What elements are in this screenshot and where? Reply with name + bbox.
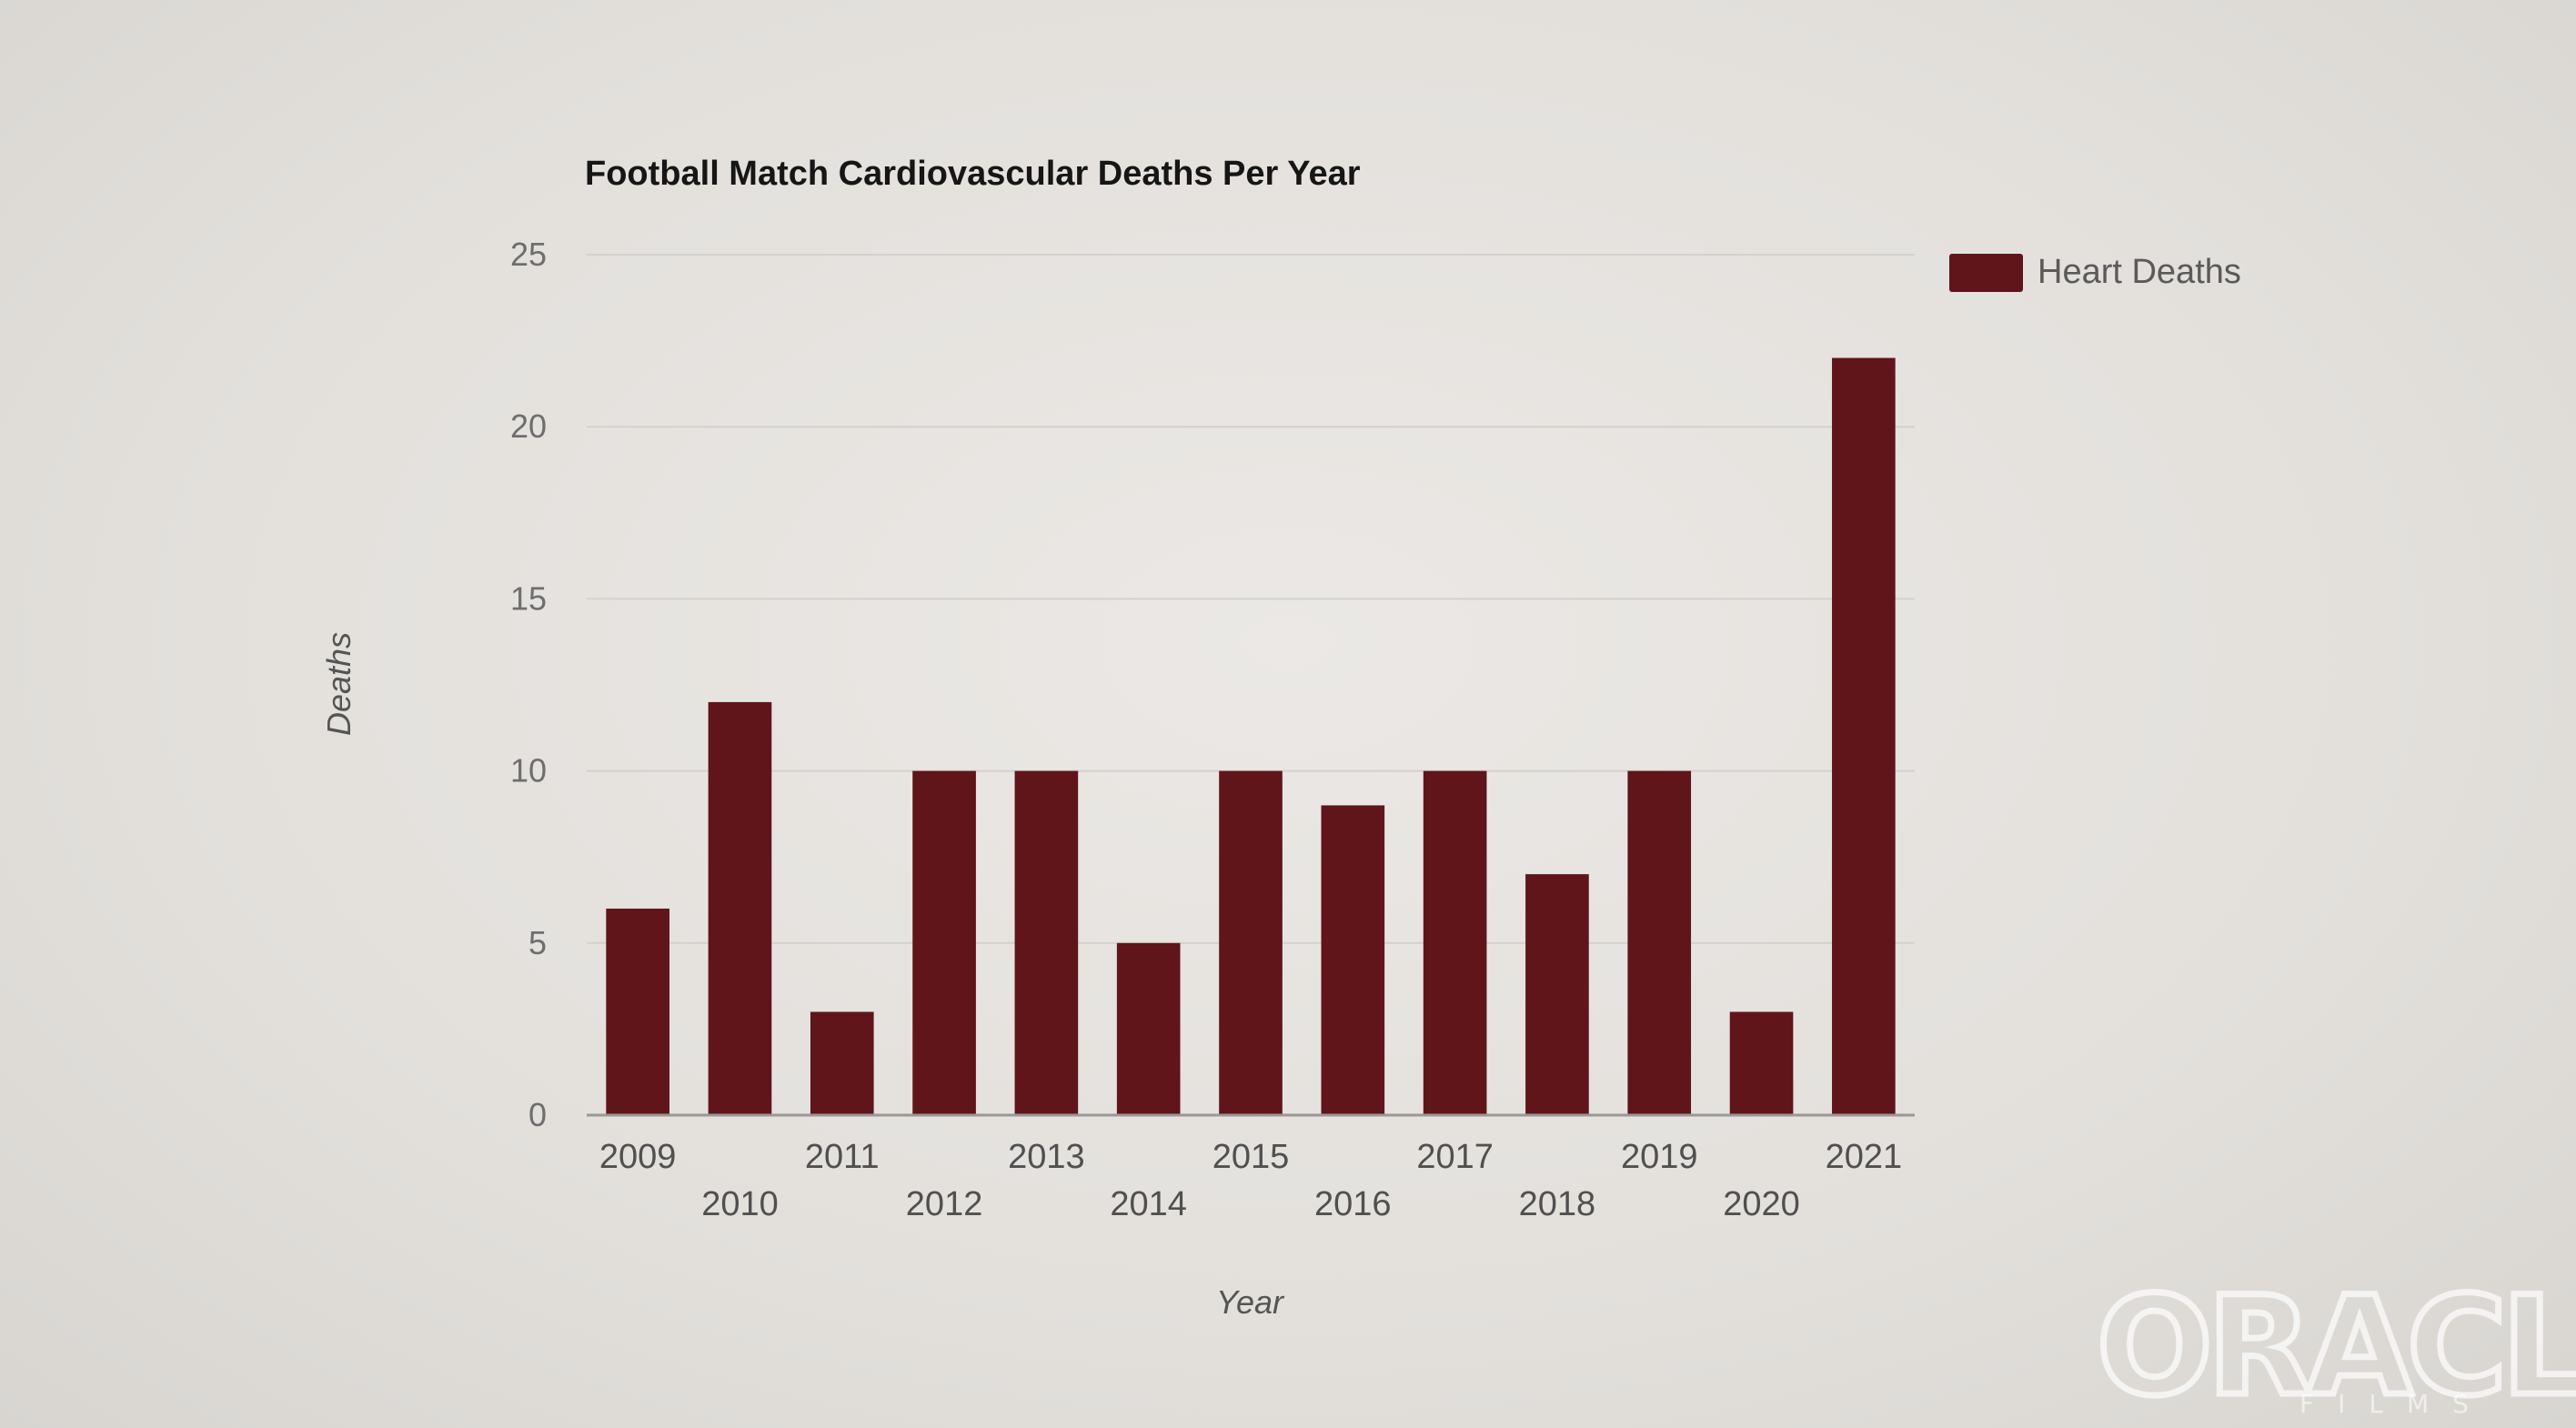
bar-2010	[708, 701, 772, 1115]
legend-swatch-heart-deaths	[1949, 254, 2023, 292]
x-tick-label-2015: 2015	[1213, 1138, 1290, 1176]
bar-2016	[1321, 805, 1385, 1115]
x-axis-label: Year	[1216, 1283, 1285, 1321]
bar-2017	[1423, 770, 1487, 1115]
x-tick-label-2013: 2013	[1008, 1138, 1085, 1176]
x-tick-label-2009: 2009	[599, 1138, 677, 1176]
bar-2015	[1219, 770, 1283, 1115]
y-tick-label: 0	[528, 1096, 547, 1133]
bar-2013	[1014, 770, 1079, 1115]
x-tick-label-2017: 2017	[1416, 1138, 1494, 1176]
bar-2011	[810, 1011, 874, 1115]
x-tick-label-2016: 2016	[1314, 1185, 1392, 1223]
y-tick-label: 10	[510, 752, 547, 789]
x-tick-label-2020: 2020	[1723, 1185, 1800, 1223]
bar-2009	[606, 908, 669, 1115]
y-axis-ticks: 0 5 10 15 20 25	[510, 236, 547, 1133]
y-tick-label: 5	[528, 924, 547, 961]
x-tick-label-2011: 2011	[805, 1138, 880, 1176]
y-tick-label: 15	[510, 579, 547, 617]
watermark-logo-subtext: FILMS	[2299, 1389, 2492, 1419]
watermark-logo-text: ORACLE	[2097, 1268, 2576, 1426]
x-tick-label-2021: 2021	[1826, 1138, 1903, 1176]
legend-label-heart-deaths: Heart Deaths	[2038, 253, 2241, 291]
x-tick-label-2014: 2014	[1110, 1185, 1187, 1223]
bar-2021	[1832, 357, 1896, 1115]
y-tick-label: 20	[510, 407, 547, 445]
y-axis-label: Deaths	[320, 632, 357, 736]
bar-2018	[1525, 874, 1589, 1115]
bar-2020	[1729, 1011, 1794, 1115]
chart-title: Football Match Cardiovascular Deaths Per…	[585, 155, 1361, 193]
x-tick-label-2019: 2019	[1621, 1138, 1698, 1176]
x-tick-label-2018: 2018	[1519, 1185, 1596, 1223]
bar-2019	[1627, 770, 1692, 1115]
bars	[606, 357, 1896, 1115]
bar-2014	[1116, 942, 1181, 1115]
oracle-films-watermark: ORACLE FILMS	[2094, 1265, 2576, 1428]
x-axis-ticks: 2009 2010 2011 2012 2013 2014 2015 2016 2017 2018…	[599, 1138, 1902, 1223]
y-tick-label: 25	[510, 236, 547, 273]
legend: Heart Deaths	[1949, 253, 2241, 292]
bar-2012	[912, 770, 976, 1115]
x-tick-label-2012: 2012	[906, 1185, 983, 1223]
x-tick-label-2010: 2010	[701, 1185, 779, 1223]
